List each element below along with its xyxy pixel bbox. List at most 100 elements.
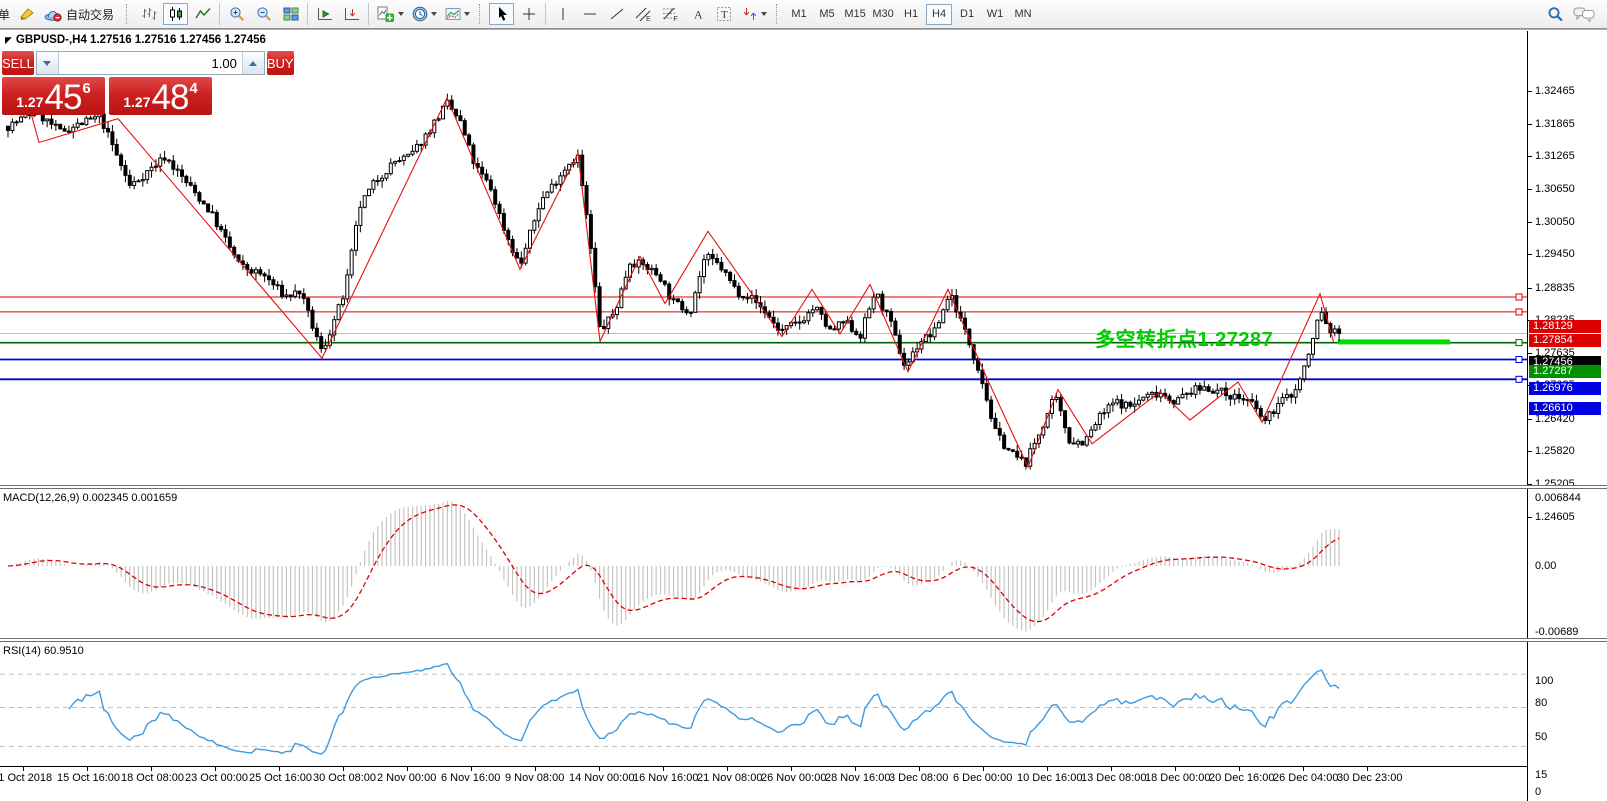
zoom-in-button[interactable] (224, 3, 249, 25)
line-chart-button[interactable] (190, 3, 215, 25)
bear-candle (514, 251, 519, 259)
text-button[interactable]: A (685, 3, 710, 25)
timeframe-button-m1[interactable]: M1 (791, 8, 807, 20)
date-tick-mark (215, 767, 216, 771)
bull-candle (945, 298, 950, 311)
chart-templates-button[interactable] (442, 3, 473, 25)
bull-candle (1319, 311, 1324, 321)
bull-candle (1093, 423, 1098, 431)
bear-candle (127, 174, 132, 186)
bull-candle (14, 121, 19, 124)
chart-annotation-text[interactable]: 多空转折点1.27287 (1095, 329, 1274, 351)
bear-candle (849, 320, 854, 332)
rsi-panel-resize-handle[interactable] (0, 638, 1607, 642)
bear-candle (1006, 447, 1011, 451)
bear-candle (462, 120, 467, 136)
timeframe-button-m5[interactable]: M5 (819, 8, 835, 20)
price-tick-label: 1.32465 (1535, 85, 1575, 97)
bull-candle (871, 296, 876, 310)
bear-candle (110, 131, 115, 146)
bear-candle (736, 285, 741, 297)
bear-candle (206, 203, 211, 213)
bull-candle (615, 307, 619, 316)
bear-candle (375, 180, 380, 183)
price-axis[interactable]: 1.32465 1.31865 1.31265 1.30650 1.30050 1.294… (1527, 31, 1607, 801)
arrow-objects-button[interactable] (739, 3, 770, 25)
tile-windows-button[interactable] (278, 3, 303, 25)
bear-candle (675, 298, 680, 303)
bear-candle (162, 157, 167, 161)
zoom-out-button[interactable] (251, 3, 276, 25)
cursor-icon (495, 6, 509, 22)
highlighter-button[interactable] (14, 3, 39, 25)
timeframe-button-mn[interactable]: MN (1014, 8, 1032, 20)
bar-chart-button[interactable] (136, 3, 161, 25)
bear-candle (223, 229, 228, 238)
equidistant-channel-button[interactable]: E (631, 3, 656, 25)
bear-candle (893, 320, 898, 336)
volume-increase-button[interactable] (241, 52, 264, 74)
search-button[interactable] (1543, 3, 1568, 25)
date-tick-label: 21 Nov 08:00 (697, 772, 763, 784)
cursor-button[interactable] (489, 3, 515, 25)
volume-decrease-button[interactable] (36, 52, 59, 74)
sell-price-button[interactable]: 1.27 45 6 (2, 77, 105, 115)
chart-periods-button[interactable] (409, 3, 440, 25)
volume-stepper (35, 51, 265, 75)
timeframe-button-d1[interactable]: D1 (960, 8, 975, 20)
timeframe-button-w1[interactable]: W1 (986, 8, 1004, 20)
candlestick-chart-button[interactable] (163, 3, 189, 25)
bear-candle (771, 316, 776, 324)
timeframe-button-m15[interactable]: M15 (844, 8, 866, 20)
sell-button[interactable]: SELL (2, 51, 34, 75)
bull-candle (1137, 399, 1141, 405)
date-tick-mark (1303, 767, 1304, 771)
buy-button[interactable]: BUY (266, 51, 294, 75)
symbol-ohlc-text: GBPUSD-,H4 1.27516 1.27516 1.27456 1.274… (15, 34, 266, 46)
vertical-line-button[interactable] (550, 3, 575, 25)
chart-shift-button[interactable] (339, 3, 364, 25)
price-chart-canvas[interactable] (0, 31, 1527, 766)
bear-candle (493, 189, 498, 205)
bear-candle (166, 159, 171, 162)
bull-candle (1219, 387, 1224, 391)
bull-candle (19, 116, 24, 123)
bull-candle (1123, 401, 1128, 409)
candlestick-chart-icon (168, 6, 184, 22)
fibonacci-button[interactable]: F (658, 3, 683, 25)
macd-signal-line (7, 504, 1340, 623)
new-order-partial-label[interactable]: 单 (0, 7, 11, 22)
volume-input[interactable] (58, 52, 242, 74)
bull-candle (549, 183, 554, 193)
autotrade-button[interactable]: 自动交易 (41, 3, 120, 25)
bear-candle (554, 183, 559, 186)
bear-candle (819, 306, 824, 315)
timeframe-button-m30[interactable]: M30 (872, 8, 894, 20)
auto-scroll-button[interactable] (312, 3, 337, 25)
horizontal-line-button[interactable] (577, 3, 602, 25)
bull-candle (536, 208, 541, 222)
new-chart-button[interactable] (373, 3, 407, 25)
timeframe-button-h1[interactable]: H1 (904, 8, 919, 20)
rsi-tick-label: 80 (1535, 697, 1548, 710)
text-label-button[interactable]: T (712, 3, 737, 25)
bear-candle (1254, 400, 1259, 410)
buy-price-button[interactable]: 1.27 48 4 (109, 77, 212, 115)
date-tick-label: 18 Oct 08:00 (121, 772, 184, 784)
toolbar-separator (479, 4, 485, 24)
chat-button[interactable] (1570, 3, 1598, 25)
toolbar-separator (307, 3, 309, 25)
trendline-button[interactable] (604, 3, 629, 25)
toolbar-separator (219, 3, 221, 25)
bear-candle (715, 258, 720, 263)
chart-symbol-title: ◤ GBPUSD-,H4 1.27516 1.27516 1.27456 1.27… (5, 34, 266, 46)
timeframe-button-h4[interactable]: H4 (926, 3, 953, 25)
crosshair-button[interactable] (516, 3, 541, 25)
zoom-out-icon (256, 6, 272, 22)
bull-candle (388, 162, 393, 175)
macd-panel-resize-handle[interactable] (0, 485, 1607, 489)
bull-candle (688, 311, 693, 314)
date-tick-label: 2 Nov 00:00 (377, 772, 437, 784)
bull-candle (414, 143, 419, 152)
